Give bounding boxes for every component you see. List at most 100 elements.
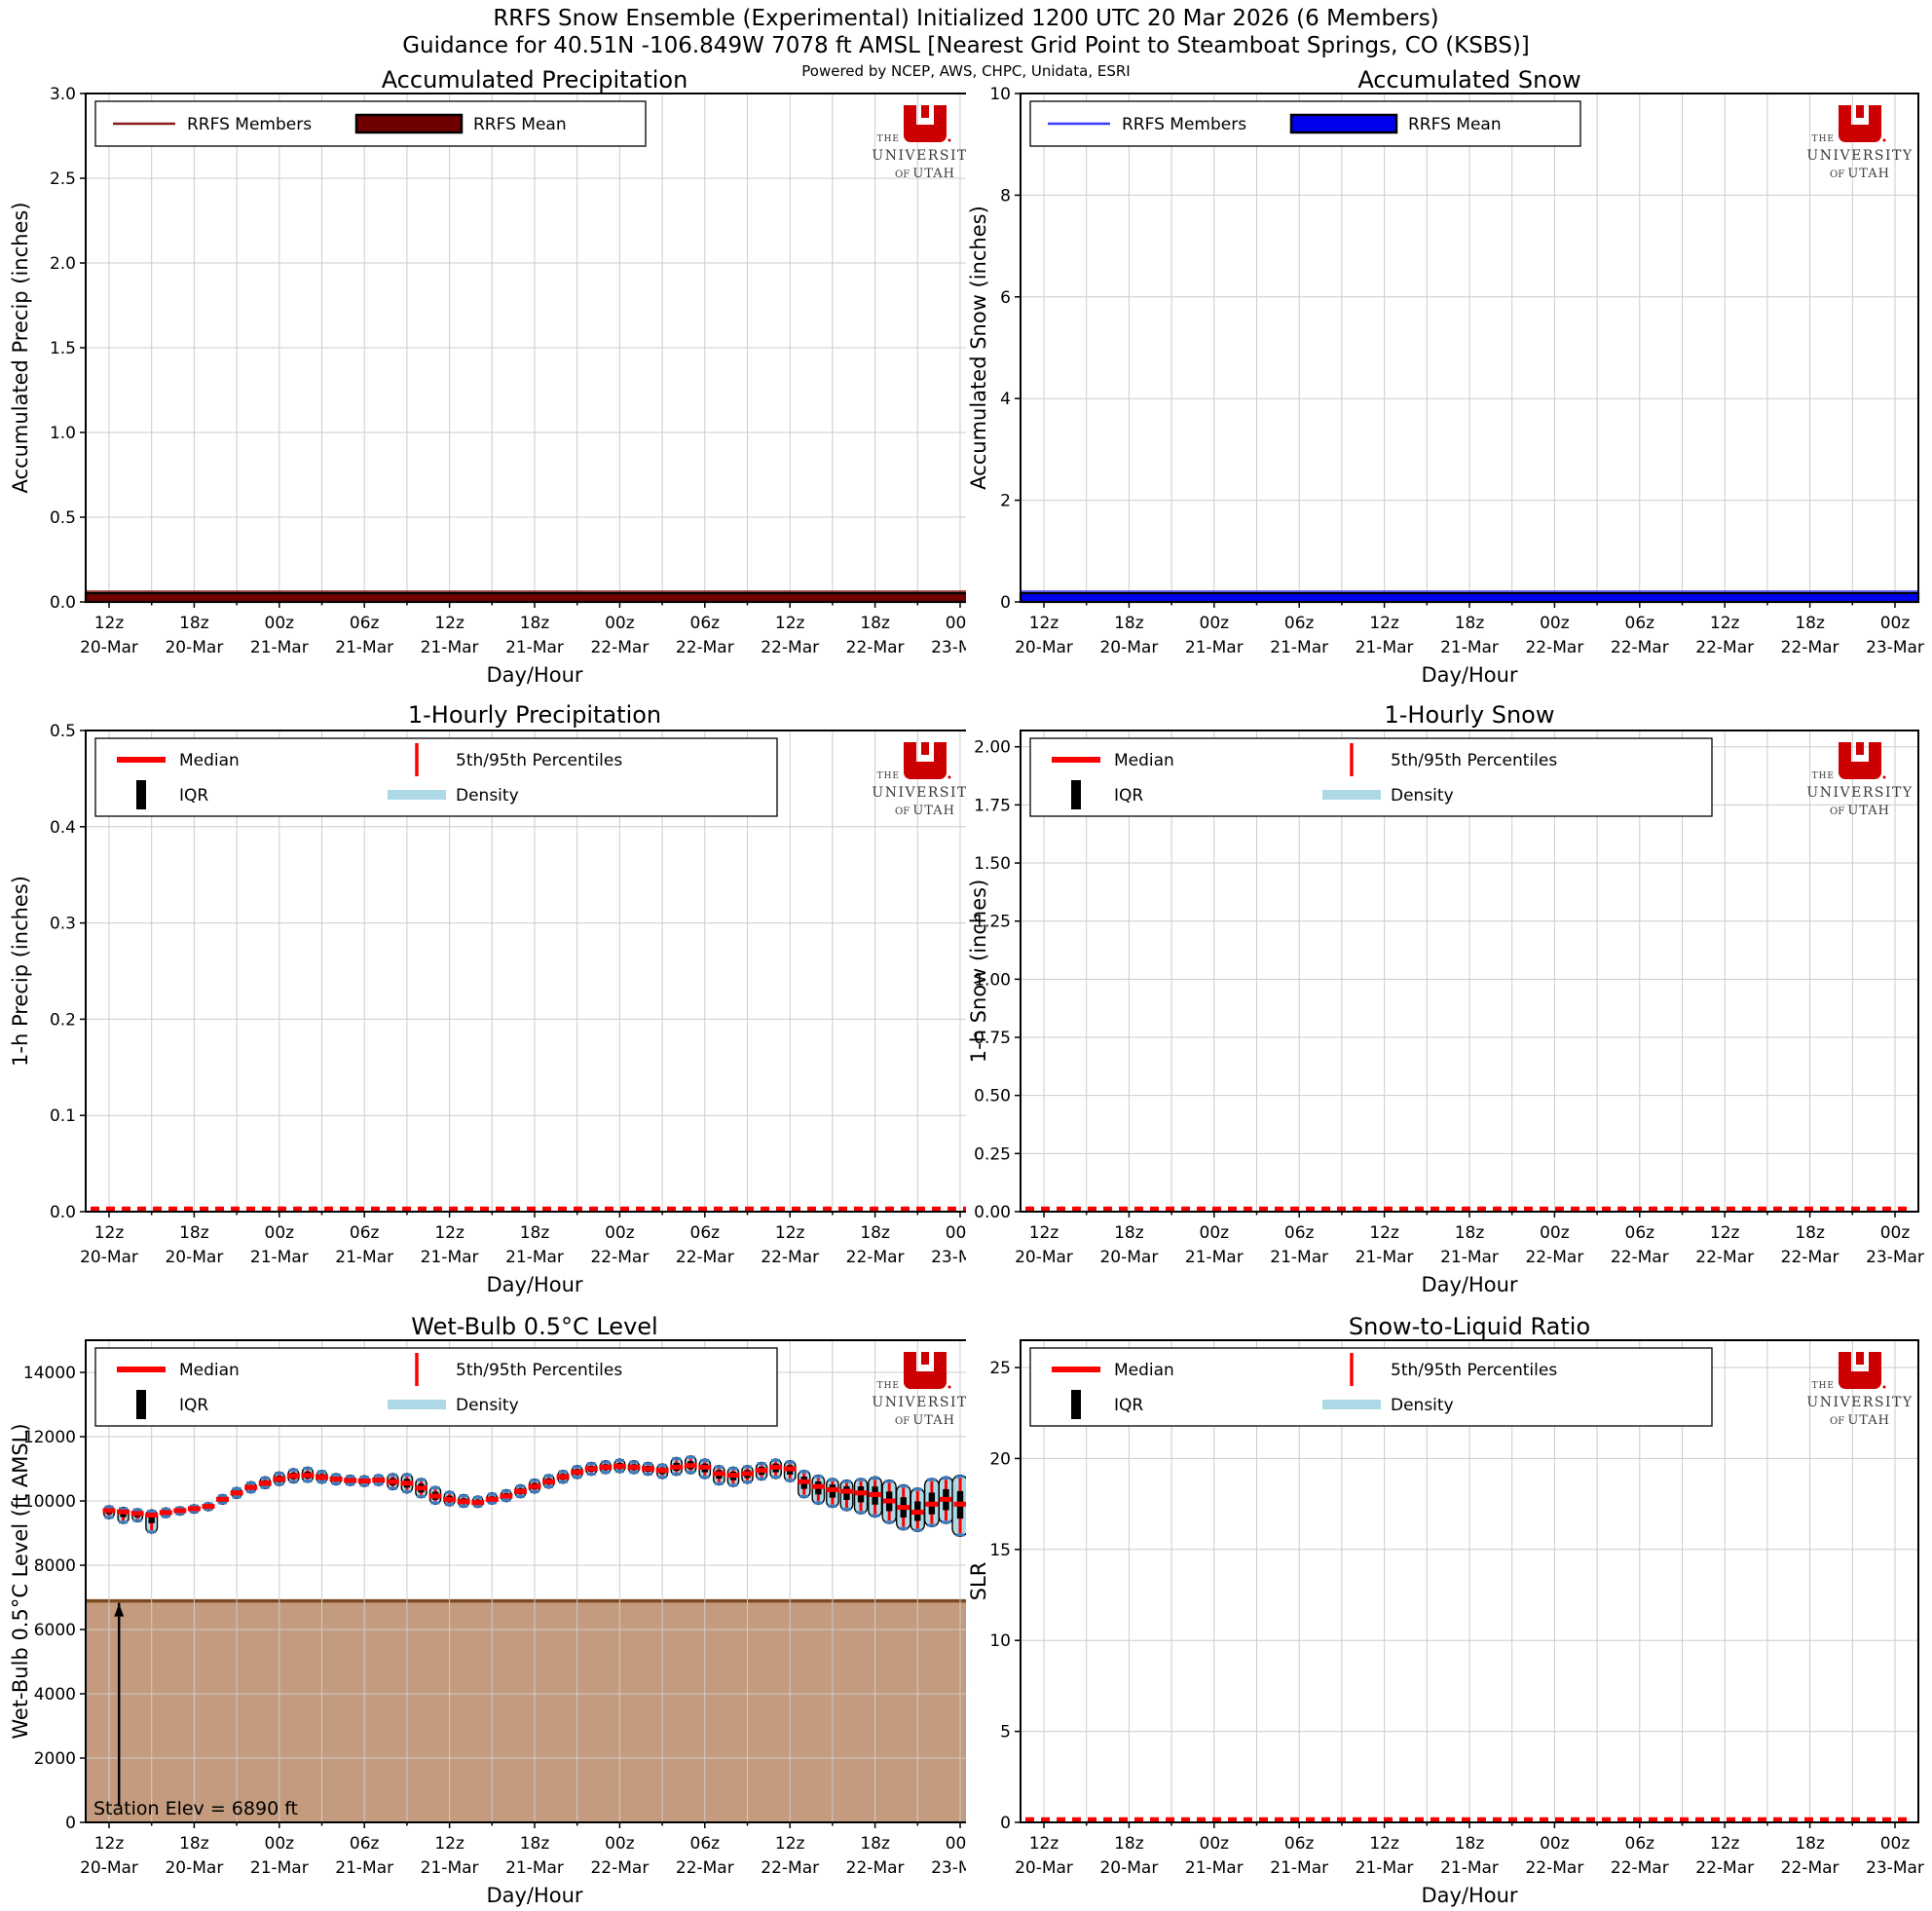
- legend-percentile-label: 5th/95th Percentiles: [1391, 1361, 1557, 1380]
- x-tick-hour: 00z: [1540, 614, 1570, 633]
- y-axis-label: 1-h Snow (inches): [967, 880, 990, 1064]
- y-tick-label: 5: [1000, 1723, 1011, 1742]
- x-tick-hour: 06z: [1625, 614, 1655, 633]
- y-tick-label: 0: [65, 1814, 76, 1833]
- x-axis-label: Day/Hour: [486, 663, 582, 687]
- y-axis-ticks: 0 5 10 15 20 25: [989, 1359, 1021, 1833]
- violin-series: [102, 1455, 966, 1537]
- x-tick-day: 21-Mar: [335, 1248, 393, 1267]
- x-tick-day: 22-Mar: [676, 1858, 734, 1878]
- x-tick-hour: 06z: [1284, 1834, 1315, 1854]
- x-tick-hour: 18z: [179, 1223, 209, 1243]
- x-tick-day: 20-Mar: [1099, 1858, 1158, 1878]
- y-tick-label: 1.50: [974, 854, 1011, 874]
- x-tick-day: 21-Mar: [1270, 638, 1328, 657]
- legend-iqr-swatch: [136, 1390, 146, 1419]
- x-axis-label: Day/Hour: [486, 1884, 582, 1907]
- legend-iqr-label: IQR: [179, 1396, 208, 1415]
- x-tick-hour: 00z: [1200, 614, 1230, 633]
- x-tick-hour: 00z: [1880, 614, 1911, 633]
- y-tick-label: 0.2: [50, 1010, 76, 1030]
- legend: Median 5th/95th Percentiles IQR Density: [1029, 737, 1713, 817]
- legend-percentile-label: 5th/95th Percentiles: [1391, 751, 1557, 770]
- x-axis-ticks: 12z 20-Mar 18z 20-Mar 00z 21-Mar 06z 21-Mar 12z 2…: [1015, 602, 1924, 657]
- x-tick-day: 21-Mar: [505, 1858, 564, 1878]
- x-tick-day: 21-Mar: [250, 1858, 309, 1878]
- x-tick-day: 22-Mar: [1695, 638, 1754, 657]
- y-tick-label: 2.5: [50, 169, 76, 189]
- x-tick-day: 21-Mar: [1185, 1248, 1244, 1267]
- y-axis-label: Wet-Bulb 0.5°C Level (ft AMSL): [9, 1423, 32, 1739]
- x-tick-hour: 12z: [1710, 1834, 1740, 1854]
- y-tick-label: 0: [1000, 1814, 1011, 1833]
- x-tick-hour: 00z: [1200, 1834, 1230, 1854]
- x-tick-day: 21-Mar: [505, 1248, 564, 1267]
- logo-the: THE: [1812, 134, 1835, 144]
- x-tick-day: 22-Mar: [846, 1858, 905, 1878]
- x-tick-day: 22-Mar: [1781, 1858, 1839, 1878]
- y-tick-label: 8: [1000, 186, 1011, 206]
- x-tick-hour: 12z: [1029, 1834, 1059, 1854]
- x-tick-day: 22-Mar: [590, 638, 649, 657]
- logo-university: UNIVERSITY: [1806, 785, 1913, 801]
- y-tick-label: 0.3: [50, 915, 76, 934]
- x-tick-day: 20-Mar: [1015, 638, 1073, 657]
- x-tick-hour: 12z: [94, 1223, 125, 1243]
- x-tick-hour: 00z: [265, 614, 295, 633]
- logo-of-utah: OF UTAH: [895, 167, 955, 181]
- x-axis-ticks: 12z 20-Mar 18z 20-Mar 00z 21-Mar 06z 21-Mar 12z 2…: [80, 1822, 966, 1878]
- y-tick-label: 0.0: [50, 1203, 76, 1222]
- legend: RRFS Members RRFS Mean: [1029, 100, 1581, 147]
- logo-the: THE: [1812, 1381, 1835, 1391]
- logo-the: THE: [1812, 771, 1835, 781]
- logo-of-utah: OF UTAH: [1830, 167, 1890, 181]
- legend-median-label: Median: [179, 751, 240, 770]
- x-tick-hour: 06z: [1284, 614, 1315, 633]
- x-tick-day: 21-Mar: [335, 638, 393, 657]
- x-tick-hour: 06z: [1284, 1223, 1315, 1243]
- x-tick-day: 22-Mar: [590, 1248, 649, 1267]
- university-of-utah-logo: THE UNIVERSITY OF UTAH: [1806, 105, 1912, 181]
- x-tick-hour: 00z: [605, 614, 635, 633]
- x-tick-hour: 18z: [1795, 1834, 1825, 1854]
- y-tick-label: 0.25: [974, 1144, 1011, 1164]
- logo-the: THE: [877, 1381, 900, 1391]
- x-tick-day: 20-Mar: [1099, 638, 1158, 657]
- logo-university: UNIVERSITY: [1806, 1395, 1913, 1410]
- x-tick-day: 22-Mar: [846, 638, 905, 657]
- panel-accumulated-precipitation: 0.0 0.5 1.0 1.5 2.0 2.5 3.0 12z 20-Mar 18z 20-Mar 0…: [9, 66, 966, 687]
- logo-university: UNIVERSITY: [872, 148, 966, 164]
- x-tick-day: 20-Mar: [165, 1248, 223, 1267]
- x-tick-hour: 06z: [350, 1223, 380, 1243]
- x-tick-day: 23-Mar: [931, 1858, 966, 1878]
- x-tick-day: 20-Mar: [80, 638, 138, 657]
- y-axis-label: Accumulated Snow (inches): [967, 206, 990, 490]
- y-tick-label: 14000: [23, 1364, 76, 1383]
- x-tick-day: 22-Mar: [676, 1248, 734, 1267]
- y-tick-label: 0.00: [974, 1203, 1011, 1222]
- y-axis-ticks: 0 2 4 6 8 10: [989, 85, 1021, 613]
- y-axis-ticks: 0.00 0.25 0.50 0.75 1.00 1.25 1.50 1.75 2.00: [974, 738, 1021, 1222]
- x-tick-day: 20-Mar: [80, 1858, 138, 1878]
- logo-of-utah: OF UTAH: [895, 804, 955, 818]
- station-elev-label: Station Elev = 6890 ft: [93, 1798, 298, 1819]
- y-axis-label: SLR: [967, 1562, 990, 1601]
- x-tick-day: 21-Mar: [1270, 1858, 1328, 1878]
- x-tick-day: 20-Mar: [1015, 1858, 1073, 1878]
- x-tick-hour: 18z: [1795, 614, 1825, 633]
- y-tick-label: 25: [989, 1359, 1011, 1378]
- x-tick-hour: 00z: [1880, 1223, 1911, 1243]
- gridlines: [1021, 94, 1918, 602]
- university-of-utah-logo: THE UNIVERSITY OF UTAH: [872, 742, 966, 818]
- logo-university: UNIVERSITY: [872, 785, 966, 801]
- x-tick-hour: 12z: [434, 1223, 464, 1243]
- panel-hourly-precipitation: 0.0 0.1 0.2 0.3 0.4 0.5 12z 20-Mar 18z 20-Mar 00z 2…: [9, 701, 966, 1296]
- x-axis-label: Day/Hour: [1421, 1273, 1517, 1296]
- y-tick-label: 4000: [34, 1685, 76, 1705]
- x-tick-day: 21-Mar: [421, 638, 479, 657]
- x-axis-ticks: 12z 20-Mar 18z 20-Mar 00z 21-Mar 06z 21-Mar 12z 2…: [1015, 1822, 1924, 1878]
- logo-the: THE: [877, 134, 900, 144]
- x-tick-hour: 12z: [1029, 614, 1059, 633]
- mean-bar: [84, 591, 966, 604]
- x-tick-day: 22-Mar: [846, 1248, 905, 1267]
